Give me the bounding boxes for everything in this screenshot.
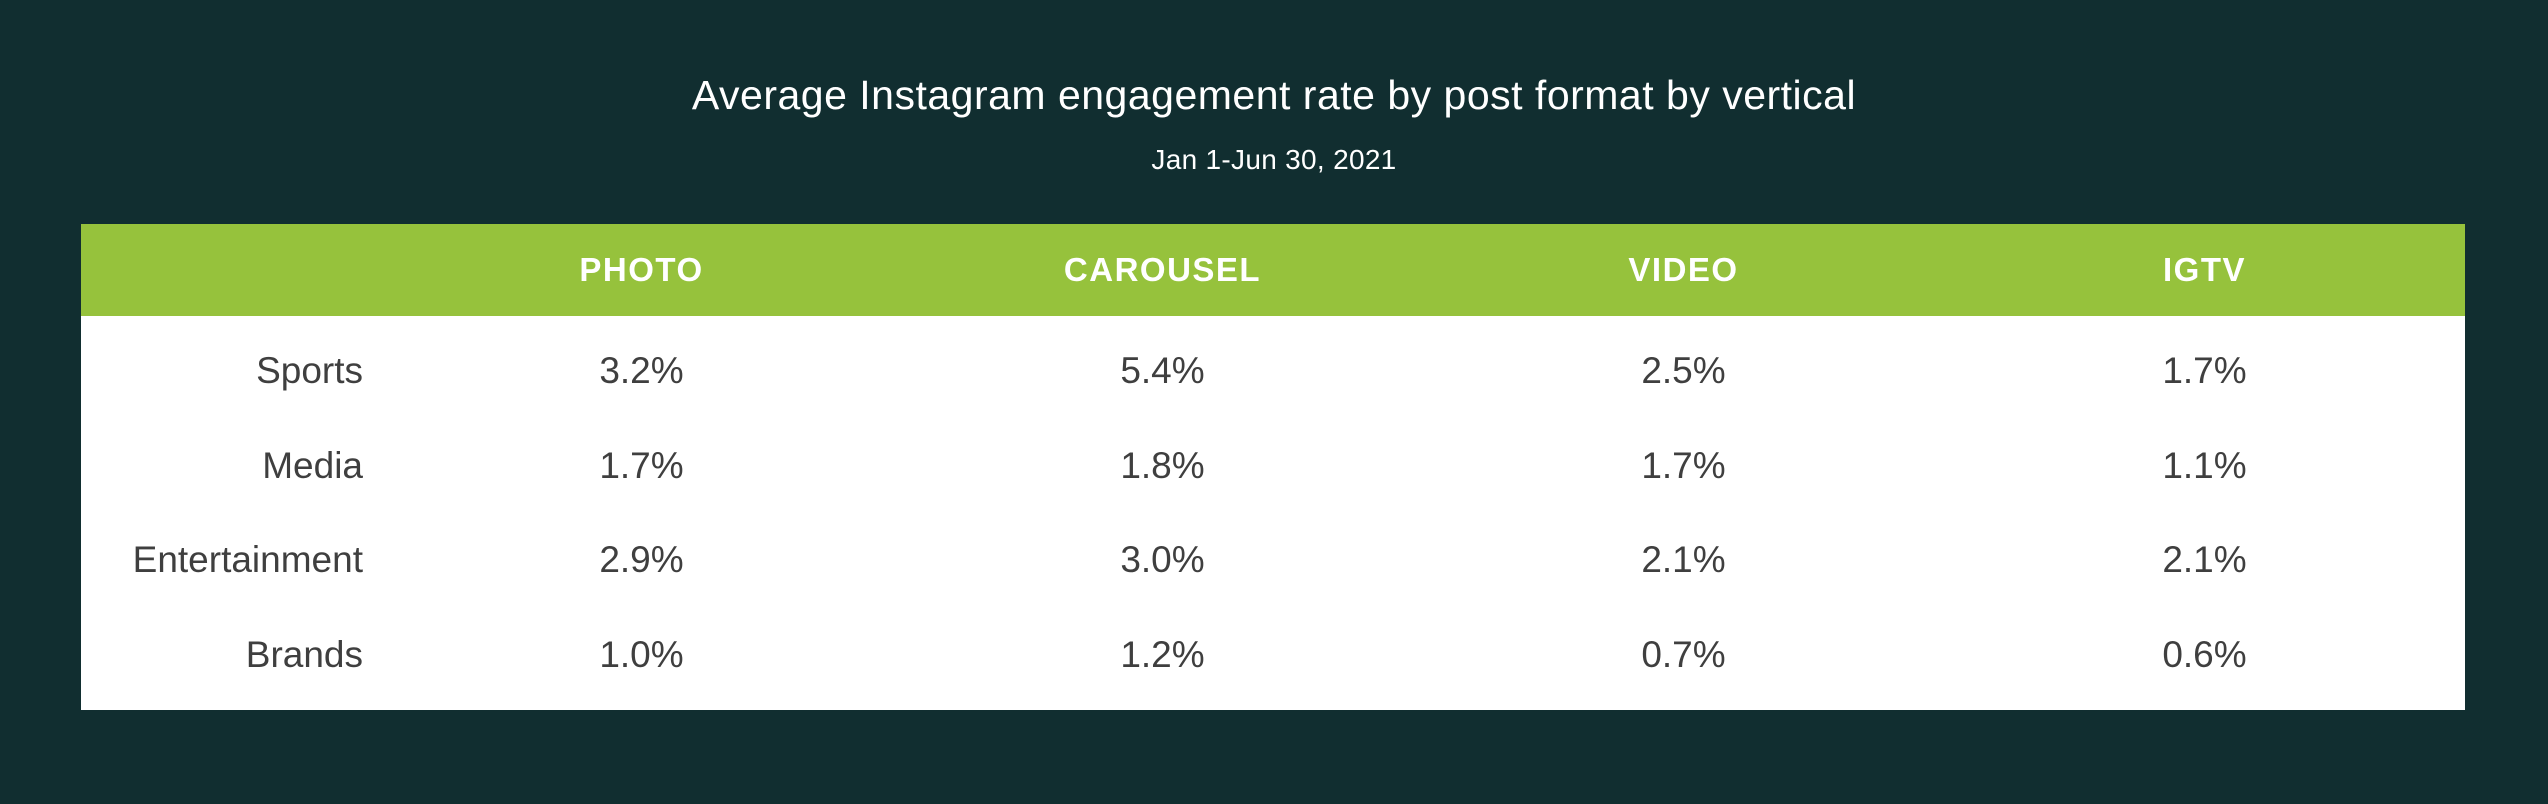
cell-entertainment-video: 2.1% <box>1641 539 1726 581</box>
row-label: Brands <box>245 633 363 675</box>
page-title: Average Instagram engagement rate by pos… <box>691 72 1857 118</box>
cell-media-video: 1.7% <box>1641 444 1726 486</box>
header-cell-carousel: CAROUSEL <box>1063 251 1262 288</box>
cell-brands-carousel: 1.2% <box>1120 633 1205 675</box>
header-cell-igtv: IGTV <box>2162 251 2246 288</box>
row-label: Media <box>262 444 363 486</box>
row-label: Entertainment <box>132 539 363 581</box>
cell-sports-photo: 3.2% <box>599 350 684 392</box>
table-body: Sports 3.2% 5.4% 2.5% 1.7% Media 1.7% 1.… <box>81 316 2465 710</box>
date-range-subtitle: Jan 1-Jun 30, 2021 <box>1151 144 1397 175</box>
cell-brands-photo: 1.0% <box>599 633 684 675</box>
cell-sports-video: 2.5% <box>1641 350 1726 392</box>
cell-media-igtv: 1.1% <box>2162 444 2247 486</box>
cell-brands-igtv: 0.6% <box>2162 633 2247 675</box>
table-row-entertainment: Entertainment 2.9% 3.0% 2.1% 2.1% <box>81 513 2465 608</box>
cell-media-carousel: 1.8% <box>1120 444 1205 486</box>
table-row-sports: Sports 3.2% 5.4% 2.5% 1.7% <box>81 324 2465 419</box>
table-row-media: Media 1.7% 1.8% 1.7% 1.1% <box>81 419 2465 514</box>
cell-sports-carousel: 5.4% <box>1120 350 1205 392</box>
cell-brands-video: 0.7% <box>1641 633 1726 675</box>
cell-entertainment-igtv: 2.1% <box>2162 539 2247 581</box>
table-row-brands: Brands 1.0% 1.2% 0.7% 0.6% <box>81 608 2465 703</box>
row-label: Sports <box>256 350 363 392</box>
cell-sports-igtv: 1.7% <box>2162 350 2247 392</box>
header-cell-photo: PHOTO <box>579 251 704 288</box>
engagement-table: PHOTO CAROUSEL VIDEO IGTV Sports 3.2% 5.… <box>81 224 2465 710</box>
table-header-row: PHOTO CAROUSEL VIDEO IGTV <box>81 224 2465 316</box>
cell-media-photo: 1.7% <box>599 444 684 486</box>
cell-entertainment-carousel: 3.0% <box>1120 539 1205 581</box>
cell-entertainment-photo: 2.9% <box>599 539 684 581</box>
header-cell-video: VIDEO <box>1628 251 1739 288</box>
